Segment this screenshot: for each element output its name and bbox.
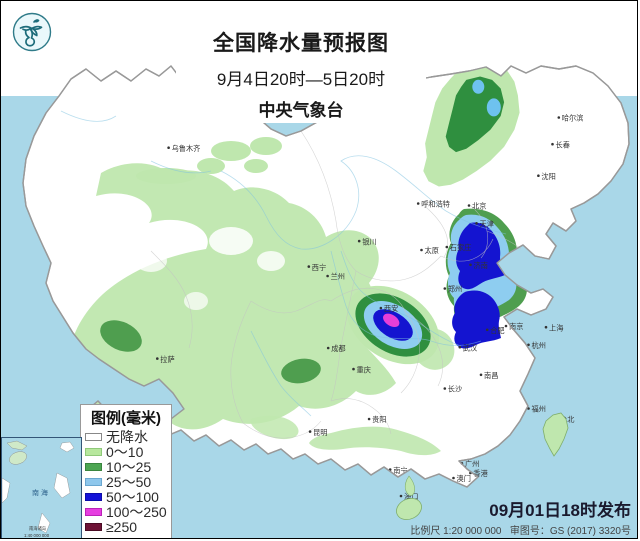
svg-text:长沙: 长沙: [448, 385, 462, 394]
svg-text:天津: 天津: [480, 220, 494, 229]
svg-text:成都: 成都: [331, 344, 345, 353]
svg-text:长春: 长春: [556, 140, 570, 149]
svg-text:1:40 000 000: 1:40 000 000: [24, 533, 50, 538]
svg-text:南海诸岛: 南海诸岛: [29, 525, 46, 532]
svg-text:太原: 太原: [425, 246, 439, 255]
svg-text:福州: 福州: [532, 405, 546, 414]
svg-text:合肥: 合肥: [490, 326, 504, 335]
svg-text:呼和浩特: 呼和浩特: [421, 200, 450, 209]
svg-text:沈阳: 沈阳: [541, 172, 555, 181]
svg-text:济南: 济南: [474, 261, 488, 270]
svg-text:上海: 上海: [549, 323, 563, 332]
svg-text:乌鲁木齐: 乌鲁木齐: [172, 144, 201, 153]
svg-text:西安: 西安: [384, 304, 398, 313]
svg-text:拉萨: 拉萨: [160, 355, 174, 364]
svg-text:昆明: 昆明: [313, 428, 327, 437]
svg-text:银川: 银川: [362, 237, 376, 246]
svg-text:北京: 北京: [472, 202, 486, 211]
svg-text:兰州: 兰州: [331, 272, 345, 281]
svg-text:贵阳: 贵阳: [372, 415, 386, 424]
svg-text:南宁: 南宁: [393, 466, 407, 475]
svg-text:重庆: 重庆: [357, 365, 371, 374]
svg-text:澳门: 澳门: [457, 474, 471, 483]
svg-text:南 海: 南 海: [32, 488, 48, 497]
svg-text:哈尔滨: 哈尔滨: [562, 114, 584, 123]
svg-text:香港: 香港: [473, 469, 488, 478]
svg-text:西宁: 西宁: [312, 263, 326, 272]
svg-text:郑州: 郑州: [448, 285, 462, 294]
svg-text:石家庄: 石家庄: [450, 243, 472, 252]
svg-text:南昌: 南昌: [484, 371, 498, 380]
svg-text:武汉: 武汉: [463, 343, 477, 352]
svg-text:广州: 广州: [465, 460, 479, 469]
svg-text:杭州: 杭州: [532, 341, 546, 350]
